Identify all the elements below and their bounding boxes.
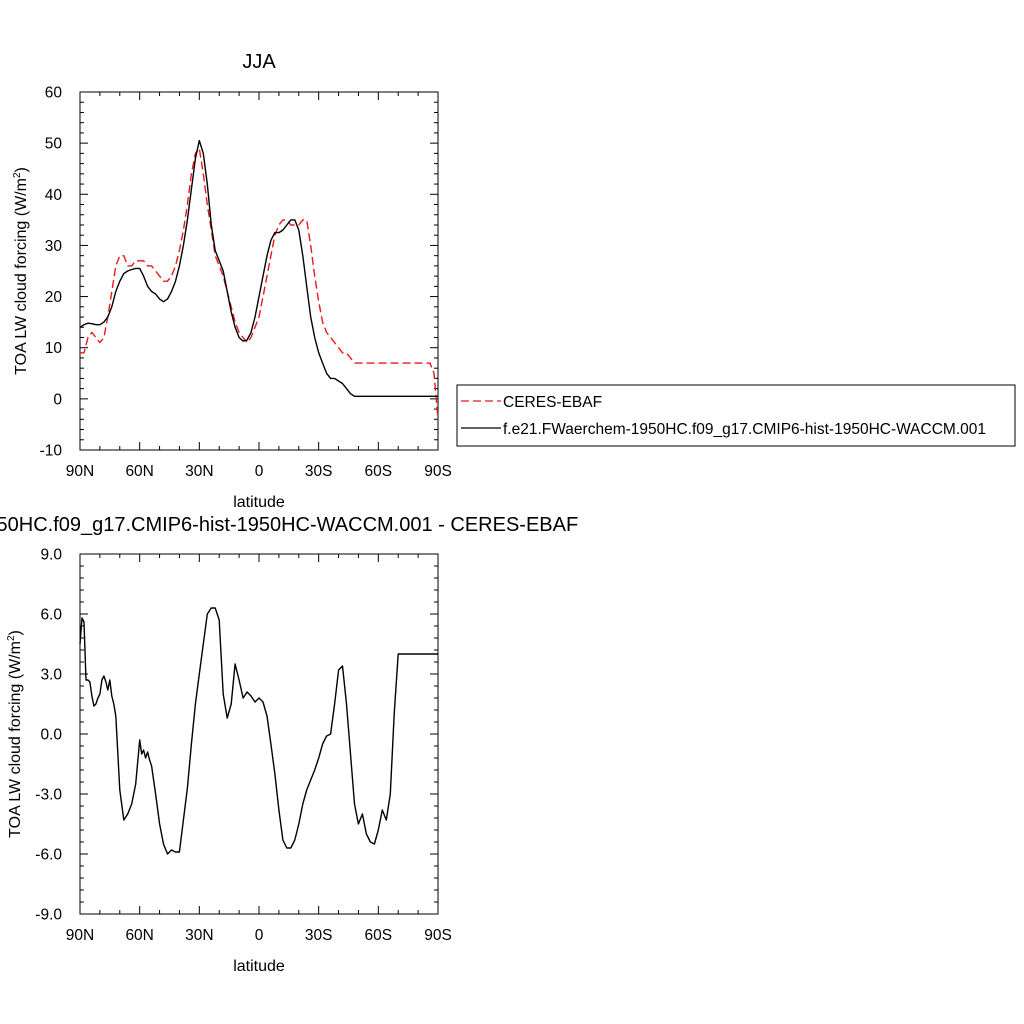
y-tick-label: 9.0	[40, 547, 62, 564]
x-tick-label: 60S	[365, 463, 393, 480]
y-tick-label: 10	[45, 340, 63, 357]
x-tick-label: 30S	[305, 927, 333, 944]
x-tick-label: 90N	[66, 463, 94, 480]
x-tick-label: 0	[255, 927, 264, 944]
x-tick-label: 90S	[424, 463, 452, 480]
y-tick-label: -10	[40, 443, 63, 460]
y-tick-label: 30	[45, 238, 63, 255]
legend-label-model: f.e21.FWaerchem-1950HC.f09_g17.CMIP6-his…	[503, 421, 986, 438]
difference-panel: em-1950HC.f09_g17.CMIP6-hist-1950HC-WACC…	[0, 514, 578, 975]
top-y-axis-label-close: )	[13, 167, 30, 172]
y-tick-label: -3.0	[35, 787, 62, 804]
legend-box	[456, 384, 1016, 447]
x-tick-label: 90N	[66, 927, 94, 944]
x-tick-label: 30S	[305, 463, 333, 480]
top-y-axis-label-sup: 2	[12, 172, 23, 178]
bottom-axis-ticks: 90N 60N 30N 0 30S 60S 90S 9.0 6.0 3.0 0.0 -3.0 -6.0 -…	[35, 547, 452, 945]
series-line-0	[80, 147, 439, 420]
bottom-y-axis-label-main: TOA LW cloud forcing (W/m	[7, 641, 24, 838]
legend-label-ceres: CERES-EBAF	[503, 394, 602, 411]
y-tick-label: 6.0	[40, 607, 62, 624]
bottom-y-axis-label-sup: 2	[6, 635, 17, 641]
top-axis-ticks: 90N 60N 30N 0 30S 60S 90S 60 50 40 30 20 10 0 -10	[40, 85, 452, 481]
x-tick-label: 60S	[365, 927, 393, 944]
bottom-y-axis-label: TOA LW cloud forcing (W/m2)	[6, 630, 24, 838]
top-x-axis-label: latitude	[233, 494, 285, 511]
bottom-x-axis-label: latitude	[233, 958, 285, 975]
top-y-axis-label: TOA LW cloud forcing (W/m2)	[12, 167, 30, 375]
bottom-title: em-1950HC.f09_g17.CMIP6-hist-1950HC-WACC…	[0, 514, 578, 536]
x-tick-label: 0	[255, 463, 264, 480]
y-tick-label: 3.0	[40, 667, 62, 684]
bottom-series-group	[79, 607, 438, 855]
y-tick-label: 0.0	[40, 727, 62, 744]
y-tick-label: 50	[45, 136, 63, 153]
x-tick-label: 30N	[185, 463, 213, 480]
series-line-1	[79, 139, 438, 397]
x-tick-label: 60N	[125, 927, 153, 944]
legend: CERES-EBAF f.e21.FWaerchem-1950HC.f09_g1…	[456, 384, 1016, 447]
top-series-group	[79, 139, 439, 420]
mean-panel: JJA 90N 60N 30N 0 30S 60S 90S6050403020100-10 …	[12, 51, 1016, 511]
x-tick-label: 90S	[424, 927, 452, 944]
x-tick-label: 60N	[125, 463, 153, 480]
bottom-plot-frame	[79, 553, 439, 915]
y-tick-label: -9.0	[35, 907, 62, 924]
y-tick-label: 0	[53, 391, 62, 408]
top-y-axis-label-main: TOA LW cloud forcing (W/m	[13, 178, 30, 375]
y-tick-label: -6.0	[35, 847, 62, 864]
bottom-y-axis-label-close: )	[7, 630, 24, 635]
top-title: JJA	[242, 51, 276, 73]
x-tick-label: 30N	[185, 927, 213, 944]
y-tick-label: 20	[45, 289, 63, 306]
series-line-0	[79, 607, 438, 855]
y-tick-label: 40	[45, 187, 63, 204]
y-tick-label: 60	[45, 85, 63, 102]
